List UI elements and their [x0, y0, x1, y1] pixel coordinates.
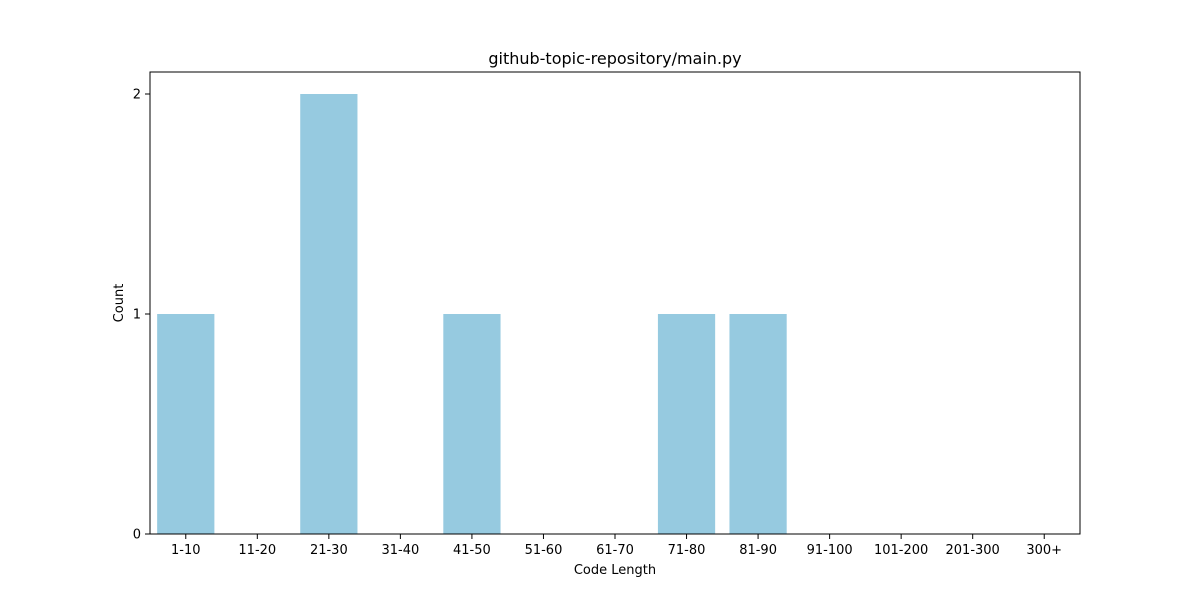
x-axis-label: Code Length	[574, 563, 656, 578]
x-tick-label: 101-200	[874, 543, 928, 558]
x-tick-label: 31-40	[381, 543, 419, 558]
y-axis-label: Count	[112, 284, 127, 323]
x-axis-ticks: 1-10 11-20 21-30 31-40 41-50 51-60 61-70 71-80 8…	[171, 534, 1062, 558]
bar-21-30	[300, 94, 357, 534]
x-tick-label: 51-60	[525, 543, 563, 558]
y-tick-label: 1	[133, 308, 141, 323]
plot-frame	[150, 72, 1080, 534]
x-tick-label: 300+	[1026, 543, 1062, 558]
x-tick-label: 21-30	[310, 543, 348, 558]
bar-71-80	[658, 314, 715, 534]
x-tick-label: 71-80	[668, 543, 706, 558]
bar-1-10	[157, 314, 214, 534]
x-tick-label: 1-10	[171, 543, 201, 558]
chart-title: github-topic-repository/main.py	[488, 49, 741, 68]
y-tick-label: 0	[133, 528, 141, 543]
x-tick-label: 11-20	[238, 543, 276, 558]
x-tick-label: 61-70	[596, 543, 634, 558]
bars-layer	[157, 94, 787, 534]
bar-81-90	[729, 314, 786, 534]
x-tick-label: 81-90	[739, 543, 777, 558]
y-axis-ticks: 0 1 2	[133, 88, 150, 543]
x-tick-label: 201-300	[946, 543, 1000, 558]
bar-41-50	[443, 314, 500, 534]
y-tick-label: 2	[133, 88, 141, 103]
x-tick-label: 41-50	[453, 543, 491, 558]
x-tick-label: 91-100	[807, 543, 853, 558]
